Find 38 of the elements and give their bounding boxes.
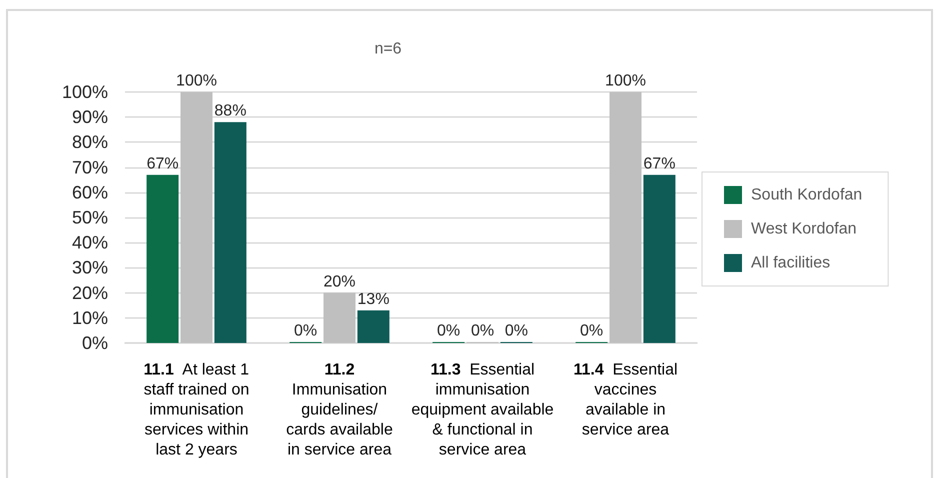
data-label: 0% bbox=[437, 322, 460, 340]
y-tick-label: 30% bbox=[72, 258, 108, 278]
data-label: 100% bbox=[176, 72, 217, 90]
y-tick-label: 20% bbox=[72, 282, 108, 303]
y-tick-label: 10% bbox=[72, 308, 108, 328]
data-label: 13% bbox=[357, 290, 390, 308]
data-label: 0% bbox=[580, 322, 604, 340]
legend-label: All facilities bbox=[751, 254, 830, 272]
legend-label: West Kordofan bbox=[751, 220, 857, 238]
y-tick-label: 50% bbox=[72, 208, 108, 228]
x-tick-label: 11.3 Essential immunisation equipment available & functional in service area bbox=[411, 362, 554, 458]
x-tick-label: 11.2 Immunisation guidelines/ cards available in service area bbox=[286, 362, 393, 458]
y-tick-label: 40% bbox=[72, 232, 108, 253]
x-tick-label: 11.1 At least 1 staff trained on immunisation services within last 2 years bbox=[144, 362, 250, 458]
y-tick-label: 70% bbox=[72, 157, 108, 178]
bar bbox=[324, 292, 356, 343]
data-label: 0% bbox=[470, 322, 494, 340]
legend-label: South Kordofan bbox=[751, 186, 862, 204]
bar bbox=[180, 92, 212, 343]
bar bbox=[357, 310, 390, 343]
y-tick-label: 0% bbox=[82, 333, 108, 353]
y-tick-label: 90% bbox=[72, 107, 108, 128]
data-label: 67% bbox=[146, 155, 179, 172]
data-label: 0% bbox=[504, 322, 528, 340]
bar bbox=[214, 122, 246, 343]
bar bbox=[146, 174, 179, 343]
y-tick-label: 80% bbox=[72, 132, 108, 152]
data-label: 88% bbox=[214, 102, 246, 120]
bar bbox=[643, 174, 676, 343]
data-label: 20% bbox=[323, 273, 356, 290]
y-tick-label: 100% bbox=[62, 82, 108, 102]
data-label: 0% bbox=[294, 322, 318, 340]
x-tick-label: 11.4 Essential vaccines available in service area bbox=[573, 362, 678, 438]
data-label: 100% bbox=[605, 72, 646, 90]
y-tick-label: 60% bbox=[72, 182, 108, 202]
chart-title: n=6 bbox=[374, 40, 402, 58]
bar bbox=[610, 92, 642, 343]
data-label: 67% bbox=[643, 155, 676, 172]
